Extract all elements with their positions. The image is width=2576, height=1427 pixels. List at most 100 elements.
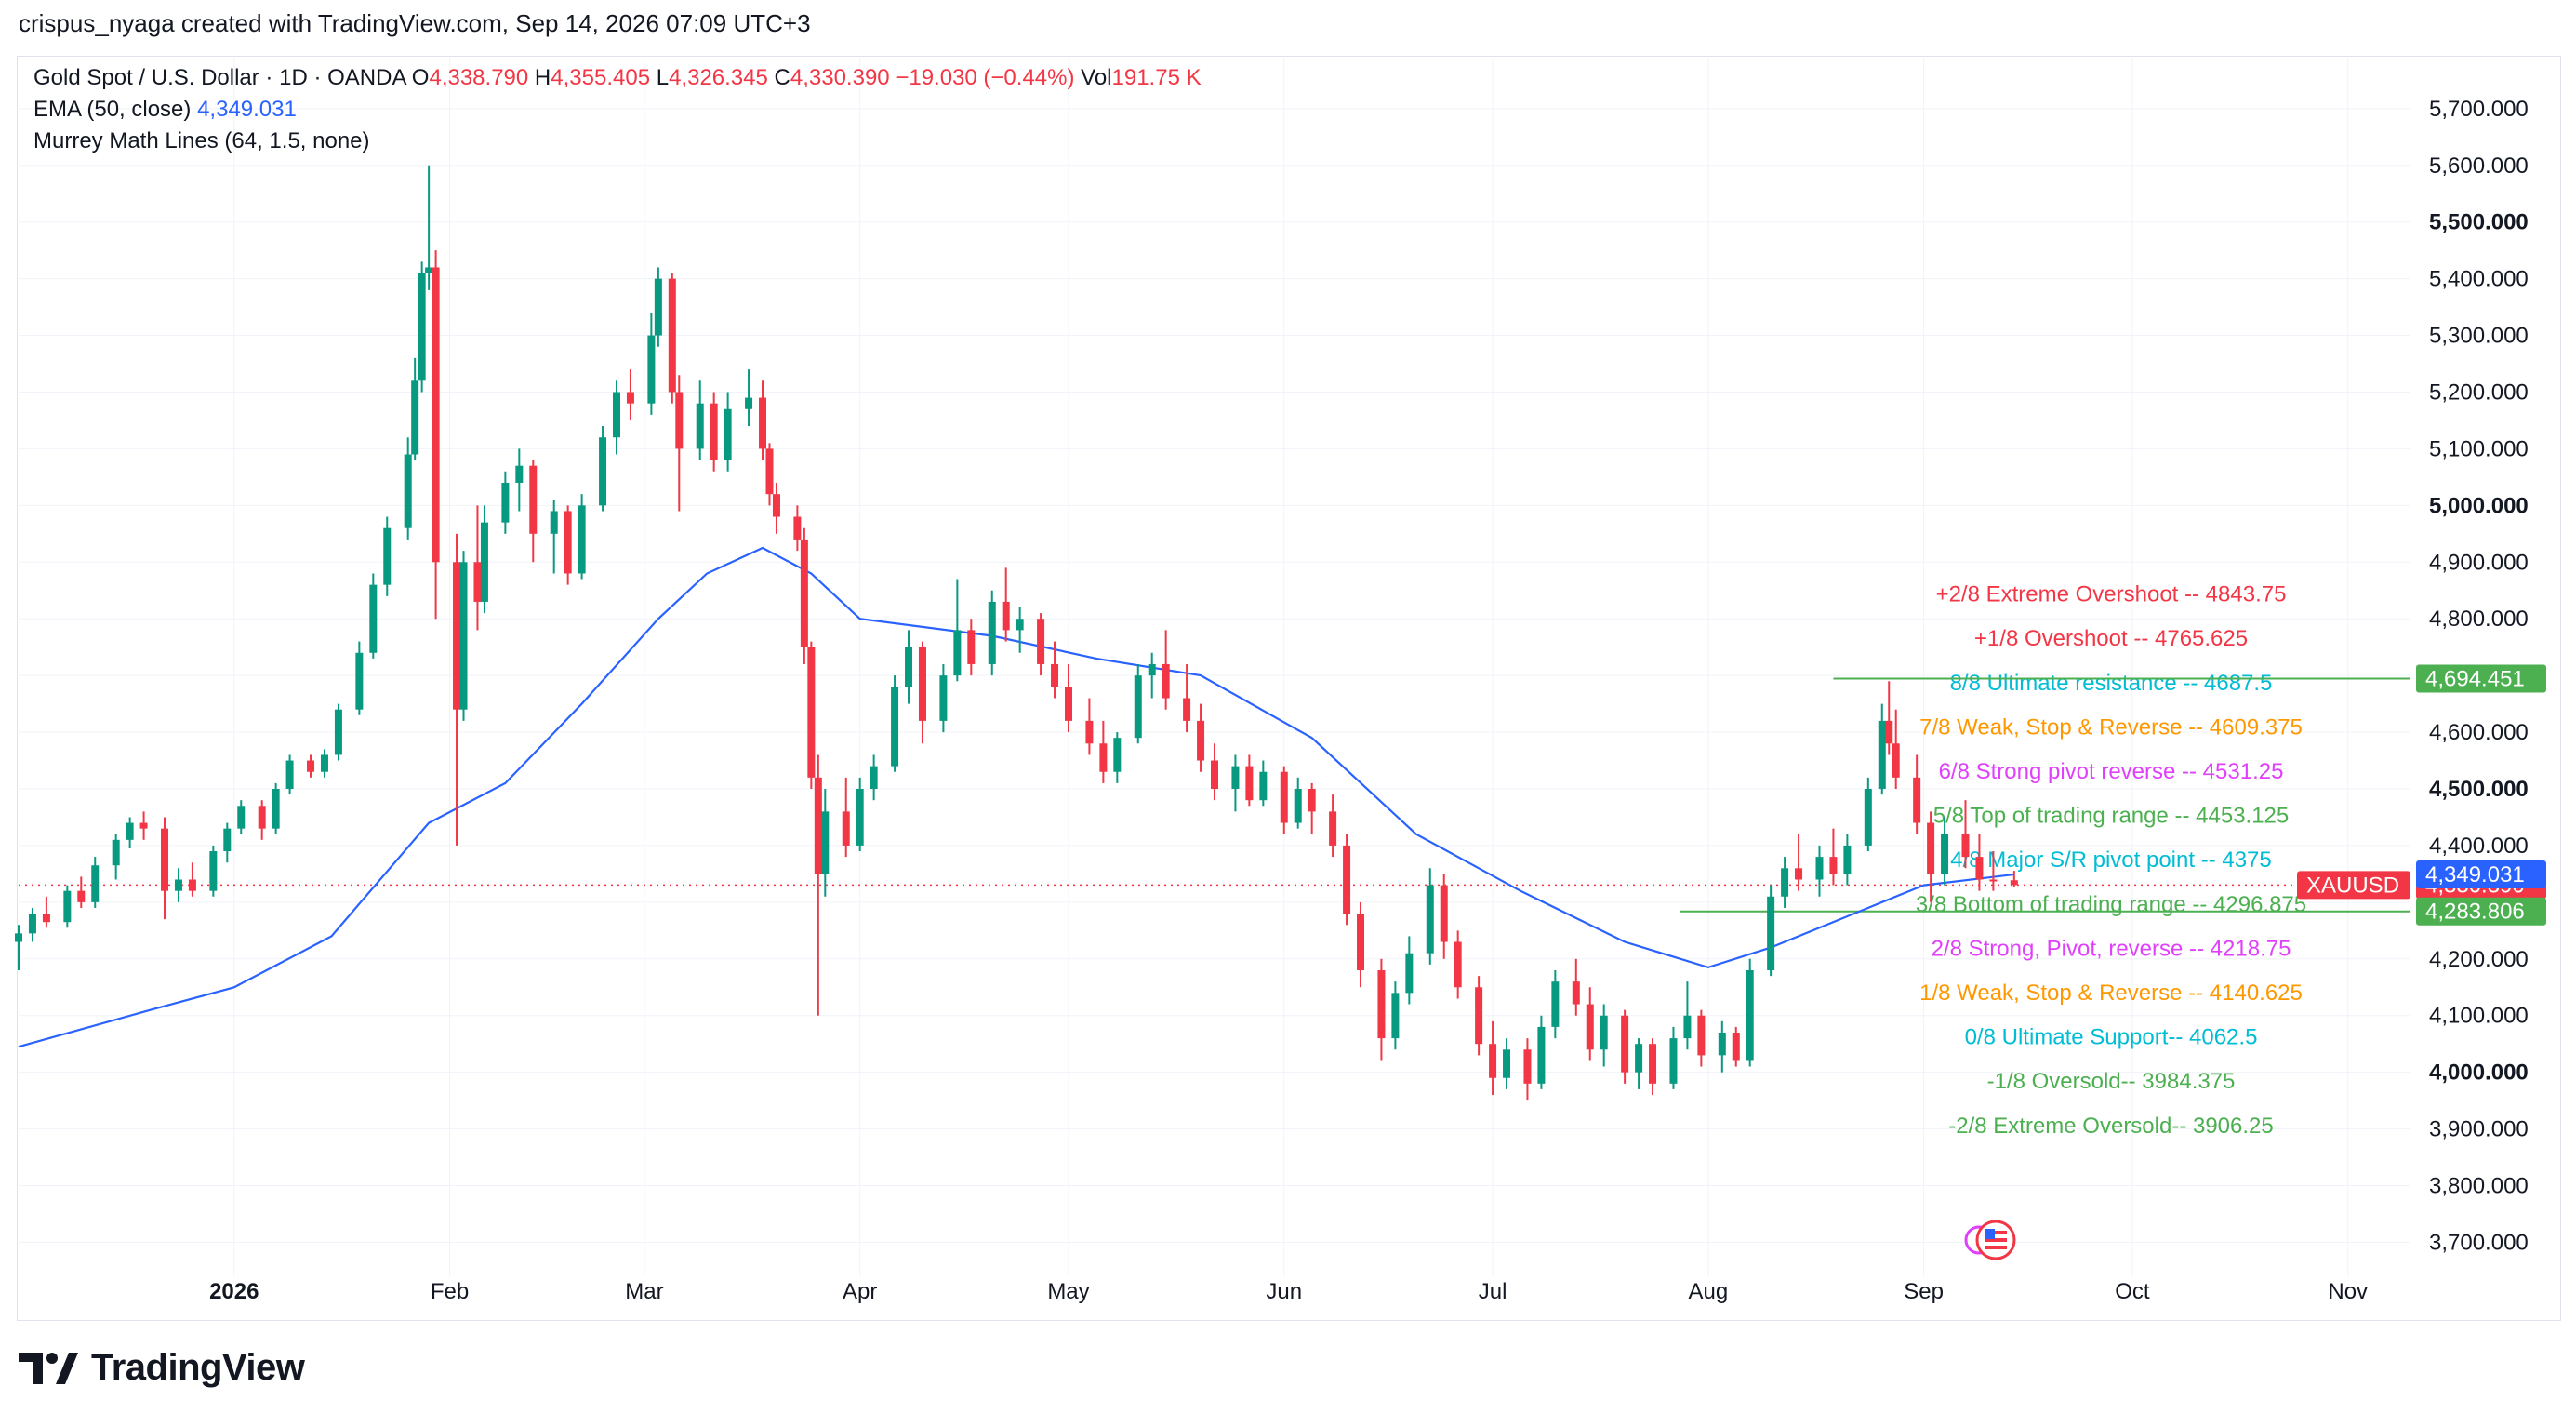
candle [814, 754, 822, 1016]
candle [2010, 871, 2018, 887]
candle-body [1892, 743, 1900, 778]
candle [139, 811, 148, 840]
candle [1989, 851, 1998, 891]
candle-body [1489, 1044, 1497, 1078]
candle-body [905, 647, 913, 687]
candle-body [821, 811, 830, 874]
candle [765, 443, 774, 506]
time-axis: 2026 Feb Mar Apr May Jun Jul Aug Sep Oct Nov [209, 1279, 2368, 1304]
candle [501, 471, 510, 534]
candle-body [668, 278, 676, 393]
candle [473, 505, 482, 631]
candle [1002, 567, 1010, 642]
candle [1975, 834, 1984, 891]
candle [1885, 681, 1893, 755]
price-axis: 3,700.000 3,800.000 3,900.000 4,000.000 4,10… [2429, 97, 2529, 1256]
candle-body [1523, 1049, 1532, 1084]
candle-body [1961, 834, 1970, 858]
candle-body [1551, 981, 1560, 1027]
candle [891, 675, 899, 772]
candle [1600, 1004, 1608, 1067]
candle-body [272, 789, 280, 829]
candle [1099, 720, 1108, 783]
candle-body [139, 822, 148, 829]
candle [272, 782, 280, 834]
candle [1357, 901, 1365, 988]
candle-body [174, 879, 182, 891]
candle-body [91, 865, 100, 902]
x-tick-label: Feb [431, 1279, 469, 1304]
price-tag: 4,694.451 [2416, 664, 2546, 693]
candle-body [1308, 789, 1316, 812]
candle-body [1795, 868, 1803, 880]
price-tags: 4,330.390XAUUSD4,349.0314,694.4514,283.8… [2297, 664, 2546, 926]
candle-body [1913, 777, 1921, 823]
symbol-legend[interactable]: Gold Spot / U.S. Dollar · 1D · OANDA O4,… [33, 65, 1202, 91]
candle [613, 380, 620, 455]
murrey-line-label: 3/8 Bottom of trading range -- 4296.875 [1916, 892, 2306, 917]
murrey-math-lines: +2/8 Extreme Overshoot -- 4843.75 +1/8 Ov… [19, 582, 2410, 1139]
murrey-line-label: 4/8 Major S/R pivot point -- 4375 [1950, 847, 2272, 873]
candle-body [418, 273, 426, 381]
chart-frame[interactable] [17, 56, 2561, 1321]
candle-body [939, 675, 948, 721]
candle [1551, 969, 1560, 1039]
open-value: 4,338.790 [429, 65, 529, 90]
candle [355, 641, 364, 715]
candle [953, 579, 962, 682]
candle-body [1885, 720, 1893, 744]
candle-body [432, 267, 440, 563]
candle-body [1183, 698, 1191, 721]
candle-body [1649, 1044, 1657, 1084]
candle-body [188, 879, 196, 891]
candle [1085, 698, 1094, 755]
candle [772, 482, 780, 534]
candle [1343, 834, 1351, 926]
y-tick-label: 4,100.000 [2429, 1004, 2529, 1029]
murrey-legend[interactable]: Murrey Math Lines (64, 1.5, none) [33, 128, 370, 154]
candle [1426, 868, 1434, 965]
candle-body [1051, 663, 1059, 687]
x-tick-label: Oct [2115, 1279, 2150, 1304]
candle-body [1329, 811, 1337, 846]
candle [1440, 874, 1448, 959]
candle-body [1426, 885, 1434, 954]
candle-body [891, 687, 899, 767]
price-tag: 4,349.031 [2416, 860, 2546, 888]
price-tag: 4,283.806 [2416, 897, 2546, 926]
candle [654, 267, 662, 347]
candle [258, 800, 266, 840]
candle [724, 392, 732, 472]
candlesticks [15, 165, 2018, 1101]
candle-body [1134, 675, 1142, 739]
candle [404, 437, 412, 540]
candle [1621, 1009, 1629, 1084]
candle-body [1927, 822, 1935, 874]
us-flag-event-icon[interactable] [1964, 1220, 2016, 1260]
ema-legend[interactable]: EMA (50, close) 4,349.031 [33, 97, 297, 123]
ema-line [18, 546, 2014, 1048]
candle-body [772, 494, 780, 517]
murrey-line-label: 0/8 Ultimate Support-- 4062.5 [1965, 1025, 2258, 1050]
candle [1259, 760, 1268, 807]
candle-body [696, 403, 704, 449]
candle [967, 619, 976, 676]
y-tick-label: 3,900.000 [2429, 1117, 2529, 1142]
candle-body [1815, 857, 1824, 880]
candle [668, 273, 676, 404]
candle [1064, 663, 1072, 733]
tradingview-logo[interactable]: TradingView [19, 1347, 305, 1389]
candle-body [1064, 687, 1072, 721]
candle-body [209, 851, 218, 891]
x-tick-label: Sep [1904, 1279, 1944, 1304]
candle [1718, 1020, 1726, 1073]
candle-body [307, 760, 315, 772]
candle [1732, 1026, 1740, 1067]
chart-attribution: crispus_nyaga created with TradingView.c… [19, 9, 811, 37]
candle-body [1245, 766, 1254, 801]
candle [800, 527, 808, 664]
candle-body [1732, 1033, 1740, 1061]
candle [1475, 976, 1483, 1056]
candle-body [626, 392, 634, 404]
